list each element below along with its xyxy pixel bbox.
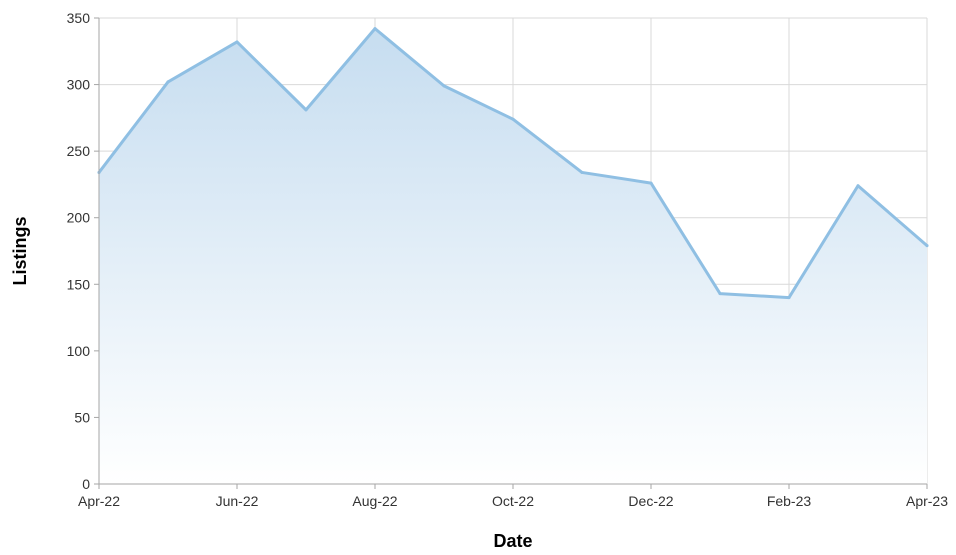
y-tick-label: 200 bbox=[67, 210, 91, 226]
x-tick-label: Feb-23 bbox=[767, 493, 812, 509]
data-point bbox=[304, 108, 308, 112]
y-tick-label: 0 bbox=[82, 476, 90, 492]
data-point bbox=[511, 117, 515, 121]
data-point bbox=[718, 292, 722, 296]
data-point bbox=[649, 181, 653, 185]
data-point bbox=[235, 40, 239, 44]
x-tick-label: Apr-22 bbox=[78, 493, 120, 509]
y-tick-label: 300 bbox=[67, 77, 91, 93]
data-point bbox=[925, 244, 929, 248]
y-axis-title: Listings bbox=[10, 216, 30, 285]
x-tick-label: Aug-22 bbox=[352, 493, 397, 509]
y-tick-label: 250 bbox=[67, 143, 91, 159]
x-tick-label: Apr-23 bbox=[906, 493, 948, 509]
x-tick-label: Dec-22 bbox=[628, 493, 673, 509]
data-point bbox=[373, 27, 377, 31]
y-tick-label: 100 bbox=[67, 343, 91, 359]
axes bbox=[94, 17, 928, 489]
area-fill-layer bbox=[97, 27, 929, 484]
x-axis-title: Date bbox=[493, 531, 532, 551]
x-tick-label: Jun-22 bbox=[216, 493, 259, 509]
y-tick-label: 150 bbox=[67, 276, 91, 292]
data-point bbox=[442, 84, 446, 88]
data-point bbox=[787, 296, 791, 300]
y-tick-label: 50 bbox=[74, 409, 90, 425]
data-point bbox=[856, 184, 860, 188]
x-tick-label: Oct-22 bbox=[492, 493, 534, 509]
x-tick-labels: Apr-22 Jun-22 Aug-22 Oct-22 Dec-22 Feb-23 Apr-… bbox=[78, 493, 948, 509]
y-tick-label: 350 bbox=[67, 10, 91, 26]
y-tick-labels: 0 50 100 150 200 250 300 350 bbox=[67, 10, 91, 492]
data-point bbox=[166, 80, 170, 84]
data-point bbox=[580, 170, 584, 174]
area-fill bbox=[99, 28, 927, 484]
